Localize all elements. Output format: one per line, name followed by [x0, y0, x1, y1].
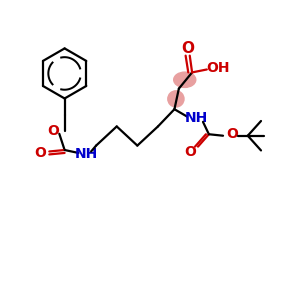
Text: O: O: [184, 145, 196, 159]
Text: OH: OH: [206, 61, 230, 75]
Text: O: O: [226, 127, 238, 141]
Text: NH: NH: [74, 147, 98, 161]
Text: O: O: [34, 146, 46, 160]
Ellipse shape: [168, 91, 184, 107]
Ellipse shape: [174, 72, 196, 87]
Text: O: O: [47, 124, 59, 138]
Text: O: O: [181, 41, 194, 56]
Text: NH: NH: [184, 111, 208, 125]
